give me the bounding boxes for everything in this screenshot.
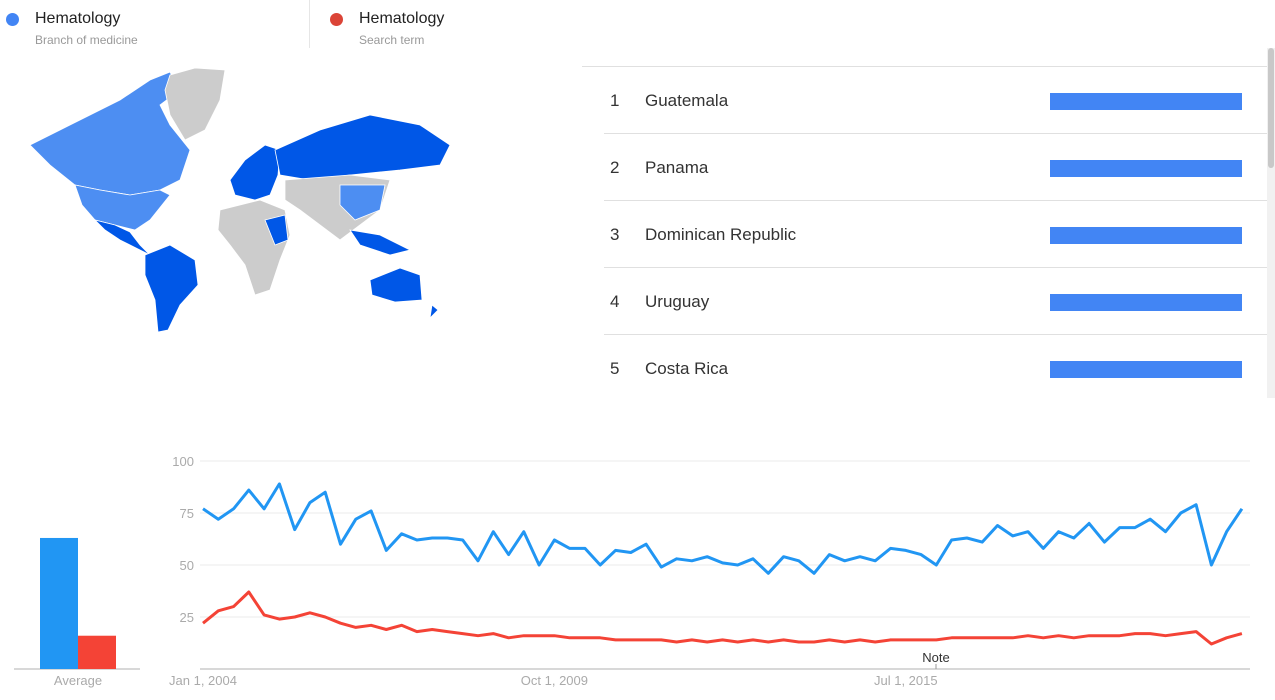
value-bar (1050, 227, 1242, 244)
x-tick-label: Oct 1, 2009 (521, 673, 588, 688)
value-bar-fill (1050, 227, 1242, 244)
value-bar-fill (1050, 160, 1242, 177)
legend-dot-red (330, 13, 343, 26)
value-bar (1050, 361, 1242, 378)
interest-over-time-chart[interactable]: Average 25 50 75 100 Jan 1, 2004 Oct 1, 2009 J… (0, 440, 1275, 700)
rank: 5 (610, 359, 620, 378)
legend-dot-blue (6, 13, 19, 26)
legend-subtitle: Branch of medicine (35, 33, 138, 47)
map-region-europe (229, 144, 281, 201)
series-line-0 (202, 482, 1244, 575)
scrollbar-thumb[interactable] (1268, 48, 1274, 168)
value-bar (1050, 160, 1242, 177)
average-bar-0 (40, 537, 78, 669)
rank: 1 (610, 91, 620, 110)
region-ranking-list: 1 Guatemala 2 Panama 3 Dominican Republi… (582, 66, 1268, 401)
x-tick-label: Jan 1, 2004 (169, 673, 237, 688)
map-region-greenland (164, 67, 226, 141)
map-region-south-america (144, 244, 199, 333)
legend-item-branch[interactable]: Hematology Branch of medicine (6, 8, 296, 48)
list-item[interactable]: 3 Dominican Republic (604, 201, 1268, 268)
y-tick-label: 25 (180, 610, 194, 625)
list-top-divider (582, 66, 1268, 67)
legend-subtitle: Search term (359, 33, 425, 47)
value-bar-fill (1050, 361, 1242, 378)
world-map[interactable] (20, 60, 470, 340)
map-region-usa (74, 184, 171, 231)
map-region-australia (369, 267, 423, 303)
map-region-china (339, 184, 386, 221)
scrollbar[interactable] (1267, 48, 1275, 398)
map-region-africa (217, 199, 291, 296)
map-region-southeast-asia (349, 229, 412, 256)
y-tick-label: 75 (180, 506, 194, 521)
rank: 3 (610, 225, 620, 244)
value-bar (1050, 294, 1242, 311)
list-item[interactable]: 4 Uruguay (604, 268, 1268, 335)
list-item[interactable]: 5 Costa Rica (604, 335, 1268, 401)
value-bar-fill (1050, 294, 1242, 311)
average-bar-1 (78, 635, 116, 669)
average-label: Average (54, 673, 102, 688)
rank: 4 (610, 292, 620, 311)
region-name: Guatemala (645, 91, 729, 110)
region-name: Dominican Republic (645, 225, 797, 244)
legend-title: Hematology (35, 10, 121, 27)
value-bar (1050, 93, 1242, 110)
map-region-new-zealand (429, 304, 439, 320)
y-tick-label: 100 (172, 454, 194, 469)
legend-divider (309, 0, 310, 48)
list-item[interactable]: 1 Guatemala (604, 67, 1268, 134)
map-region-russia (274, 114, 451, 181)
y-tick-label: 50 (180, 558, 194, 573)
map-region-east-africa (264, 214, 289, 246)
legend-item-search-term[interactable]: Hematology Search term (330, 8, 620, 48)
list-item[interactable]: 2 Panama (604, 134, 1268, 201)
note-annotation[interactable]: Note (922, 650, 949, 665)
legend-title: Hematology (359, 10, 445, 27)
rank: 2 (610, 158, 620, 177)
region-name: Panama (645, 158, 709, 177)
region-name: Uruguay (645, 292, 710, 311)
x-tick-label: Jul 1, 2015 (874, 673, 938, 688)
region-name: Costa Rica (645, 359, 729, 378)
series-line-1 (202, 590, 1243, 646)
value-bar-fill (1050, 93, 1242, 110)
